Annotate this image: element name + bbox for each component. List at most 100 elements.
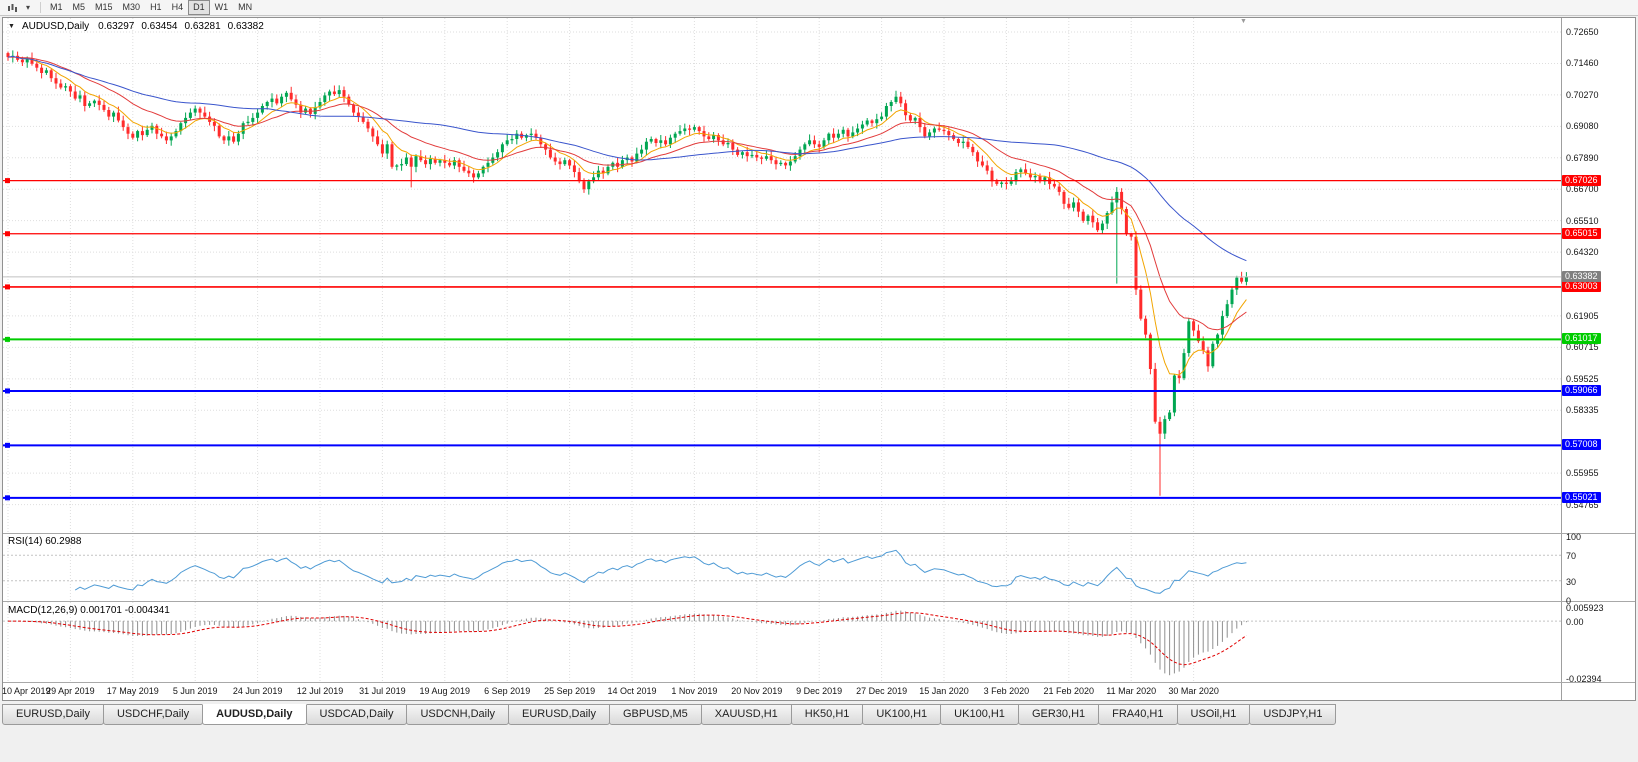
timeframe-button-m30[interactable]: M30	[122, 2, 141, 12]
chart-tab[interactable]: EURUSD,Daily	[2, 704, 104, 725]
chart-tab[interactable]: GBPUSD,M5	[609, 704, 702, 725]
timeframe-button-h4[interactable]: H4	[171, 2, 184, 12]
price-tick-label: 0.69080	[1566, 121, 1599, 132]
date-label: 15 Jan 2020	[919, 686, 969, 696]
macd-axis-label: -0.02394	[1566, 674, 1602, 684]
date-label: 25 Sep 2019	[544, 686, 596, 696]
level-price-badge: 0.65015	[1562, 227, 1601, 239]
macd-value-main: 0.001701	[80, 605, 122, 616]
date-label: 3 Feb 2020	[983, 686, 1030, 696]
macd-axis-label: 0.005923	[1566, 603, 1604, 613]
chart-tabs-bar: EURUSD,Daily USDCHF,Daily AUDUSD,Daily USDC…	[0, 704, 1638, 730]
price-tick-label: 0.65510	[1566, 215, 1599, 226]
chart-menu-icon[interactable]	[4, 1, 20, 14]
chart-tab[interactable]: USDCNH,Daily	[406, 704, 510, 725]
chart-tab[interactable]: USDCAD,Daily	[305, 704, 408, 725]
chart-shift-marker[interactable]: ▼	[1240, 18, 1247, 25]
symbol-label: AUDUSD,Daily	[21, 21, 90, 32]
chart-tab[interactable]: USDJPY,H1	[1249, 704, 1337, 725]
chart-window	[2, 17, 1636, 701]
symbol-dropdown-icon[interactable]: ▼	[8, 23, 15, 30]
level-price-badge: 0.67026	[1562, 174, 1601, 186]
price-tick-label: 0.59525	[1566, 373, 1599, 384]
chart-title: ▼ AUDUSD,Daily 0.63297 0.63454 0.63281 0…	[8, 21, 264, 32]
rsi-pane-divider[interactable]	[3, 533, 1635, 534]
timeframe-button-mn[interactable]: MN	[238, 2, 253, 12]
date-label: 17 May 2019	[106, 686, 159, 696]
date-label: 19 Aug 2019	[419, 686, 471, 696]
date-label: 21 Feb 2020	[1043, 686, 1095, 696]
price-tick-label: 0.64320	[1566, 247, 1599, 258]
date-label: 20 Nov 2019	[731, 686, 783, 696]
macd-pane-divider[interactable]	[3, 601, 1635, 602]
date-label: 11 Mar 2020	[1106, 686, 1157, 696]
level-price-badge: 0.55021	[1562, 491, 1601, 503]
chart-tab[interactable]: HK50,H1	[790, 704, 864, 725]
price-tick-label: 0.70270	[1566, 89, 1599, 100]
chart-tab[interactable]: GER30,H1	[1017, 704, 1100, 725]
macd-label: MACD(12,26,9) 0.001701 -0.004341	[8, 605, 170, 616]
ohlc-close: 0.63382	[227, 21, 264, 32]
chart-tab[interactable]: FRA40,H1	[1098, 704, 1178, 725]
rsi-axis-label: 30	[1566, 576, 1577, 587]
level-price-badge: 0.59066	[1562, 384, 1601, 396]
price-tick-label: 0.61905	[1566, 310, 1599, 321]
rsi-axis-label: 0	[1566, 596, 1572, 606]
ohlc-open: 0.63297	[98, 21, 135, 32]
date-label: 1 Nov 2019	[671, 686, 718, 696]
macd-name: MACD(12,26,9)	[8, 605, 78, 616]
level-price-badge: 0.63003	[1562, 280, 1601, 292]
price-tick-label: 0.54765	[1566, 499, 1599, 510]
timeframe-button-w1[interactable]: W1	[214, 2, 229, 12]
level-price-badge: 0.57008	[1562, 439, 1601, 451]
date-label: 12 Jul 2019	[296, 686, 344, 696]
date-label: 5 Jun 2019	[172, 686, 218, 696]
price-tick-label: 0.66700	[1566, 184, 1599, 195]
price-tick-label: 0.71460	[1566, 58, 1599, 69]
date-label: 9 Dec 2019	[796, 686, 843, 696]
date-label: 29 Apr 2019	[46, 686, 95, 696]
timeframe-button-h1[interactable]: H1	[150, 2, 162, 12]
rsi-axis-label: 100	[1566, 532, 1582, 542]
price-tick-label: 0.58335	[1566, 405, 1599, 416]
rsi-name: RSI(14)	[8, 536, 43, 547]
price-axis-separator	[1561, 18, 1562, 700]
candlestick-icon	[7, 3, 17, 12]
rsi-axis-label: 70	[1566, 551, 1577, 562]
level-price-badge: 0.61017	[1562, 333, 1601, 345]
ohlc-high: 0.63454	[141, 21, 178, 32]
price-tick-label: 0.72650	[1566, 27, 1599, 37]
timeframe-buttons: M1 M5 M15 M30 H1 H4 D1 W1 MN	[45, 0, 257, 15]
date-label: 24 Jun 2019	[232, 686, 283, 696]
chart-tab[interactable]: USOil,H1	[1176, 704, 1251, 725]
date-label: 31 Jul 2019	[359, 686, 406, 696]
price-tick-label: 0.67890	[1566, 152, 1599, 163]
macd-axis-label: 0.00	[1566, 617, 1584, 628]
chart-tab[interactable]: USDCHF,Daily	[102, 704, 204, 725]
time-axis-divider	[3, 682, 1635, 683]
chart-tab[interactable]: AUDUSD,Daily	[202, 704, 307, 725]
price-tick-label: 0.55955	[1566, 468, 1599, 479]
rsi-value: 60.2988	[45, 536, 82, 547]
date-label: 30 Mar 2020	[1168, 686, 1219, 696]
date-label: 10 Apr 2019	[2, 686, 51, 696]
macd-value-signal: -0.004341	[124, 605, 170, 616]
ohlc-low: 0.63281	[184, 21, 221, 32]
toolbar-separator	[40, 2, 41, 13]
date-label: 6 Sep 2019	[484, 686, 531, 696]
price-tick-label: 0.60715	[1566, 342, 1599, 353]
timeframe-button-m5[interactable]: M5	[72, 2, 86, 12]
chart-tab[interactable]: XAUUSD,H1	[700, 704, 792, 725]
date-label: 27 Dec 2019	[856, 686, 908, 696]
toolbar: ▾ M1 M5 M15 M30 H1 H4 D1 W1 MN	[0, 0, 1638, 16]
chart-tab[interactable]: UK100,H1	[862, 704, 942, 725]
timeframe-button-m15[interactable]: M15	[95, 2, 113, 12]
chart-tab[interactable]: EURUSD,Daily	[508, 704, 610, 725]
timeframe-button-m1[interactable]: M1	[50, 2, 63, 12]
chevron-down-icon[interactable]: ▾	[25, 3, 30, 12]
timeframe-button-d1[interactable]: D1	[188, 0, 210, 15]
current-price-badge: 0.63382	[1562, 270, 1601, 282]
date-label: 14 Oct 2019	[607, 686, 657, 696]
rsi-label: RSI(14) 60.2988	[8, 536, 81, 547]
chart-tab[interactable]: UK100,H1	[940, 704, 1019, 725]
